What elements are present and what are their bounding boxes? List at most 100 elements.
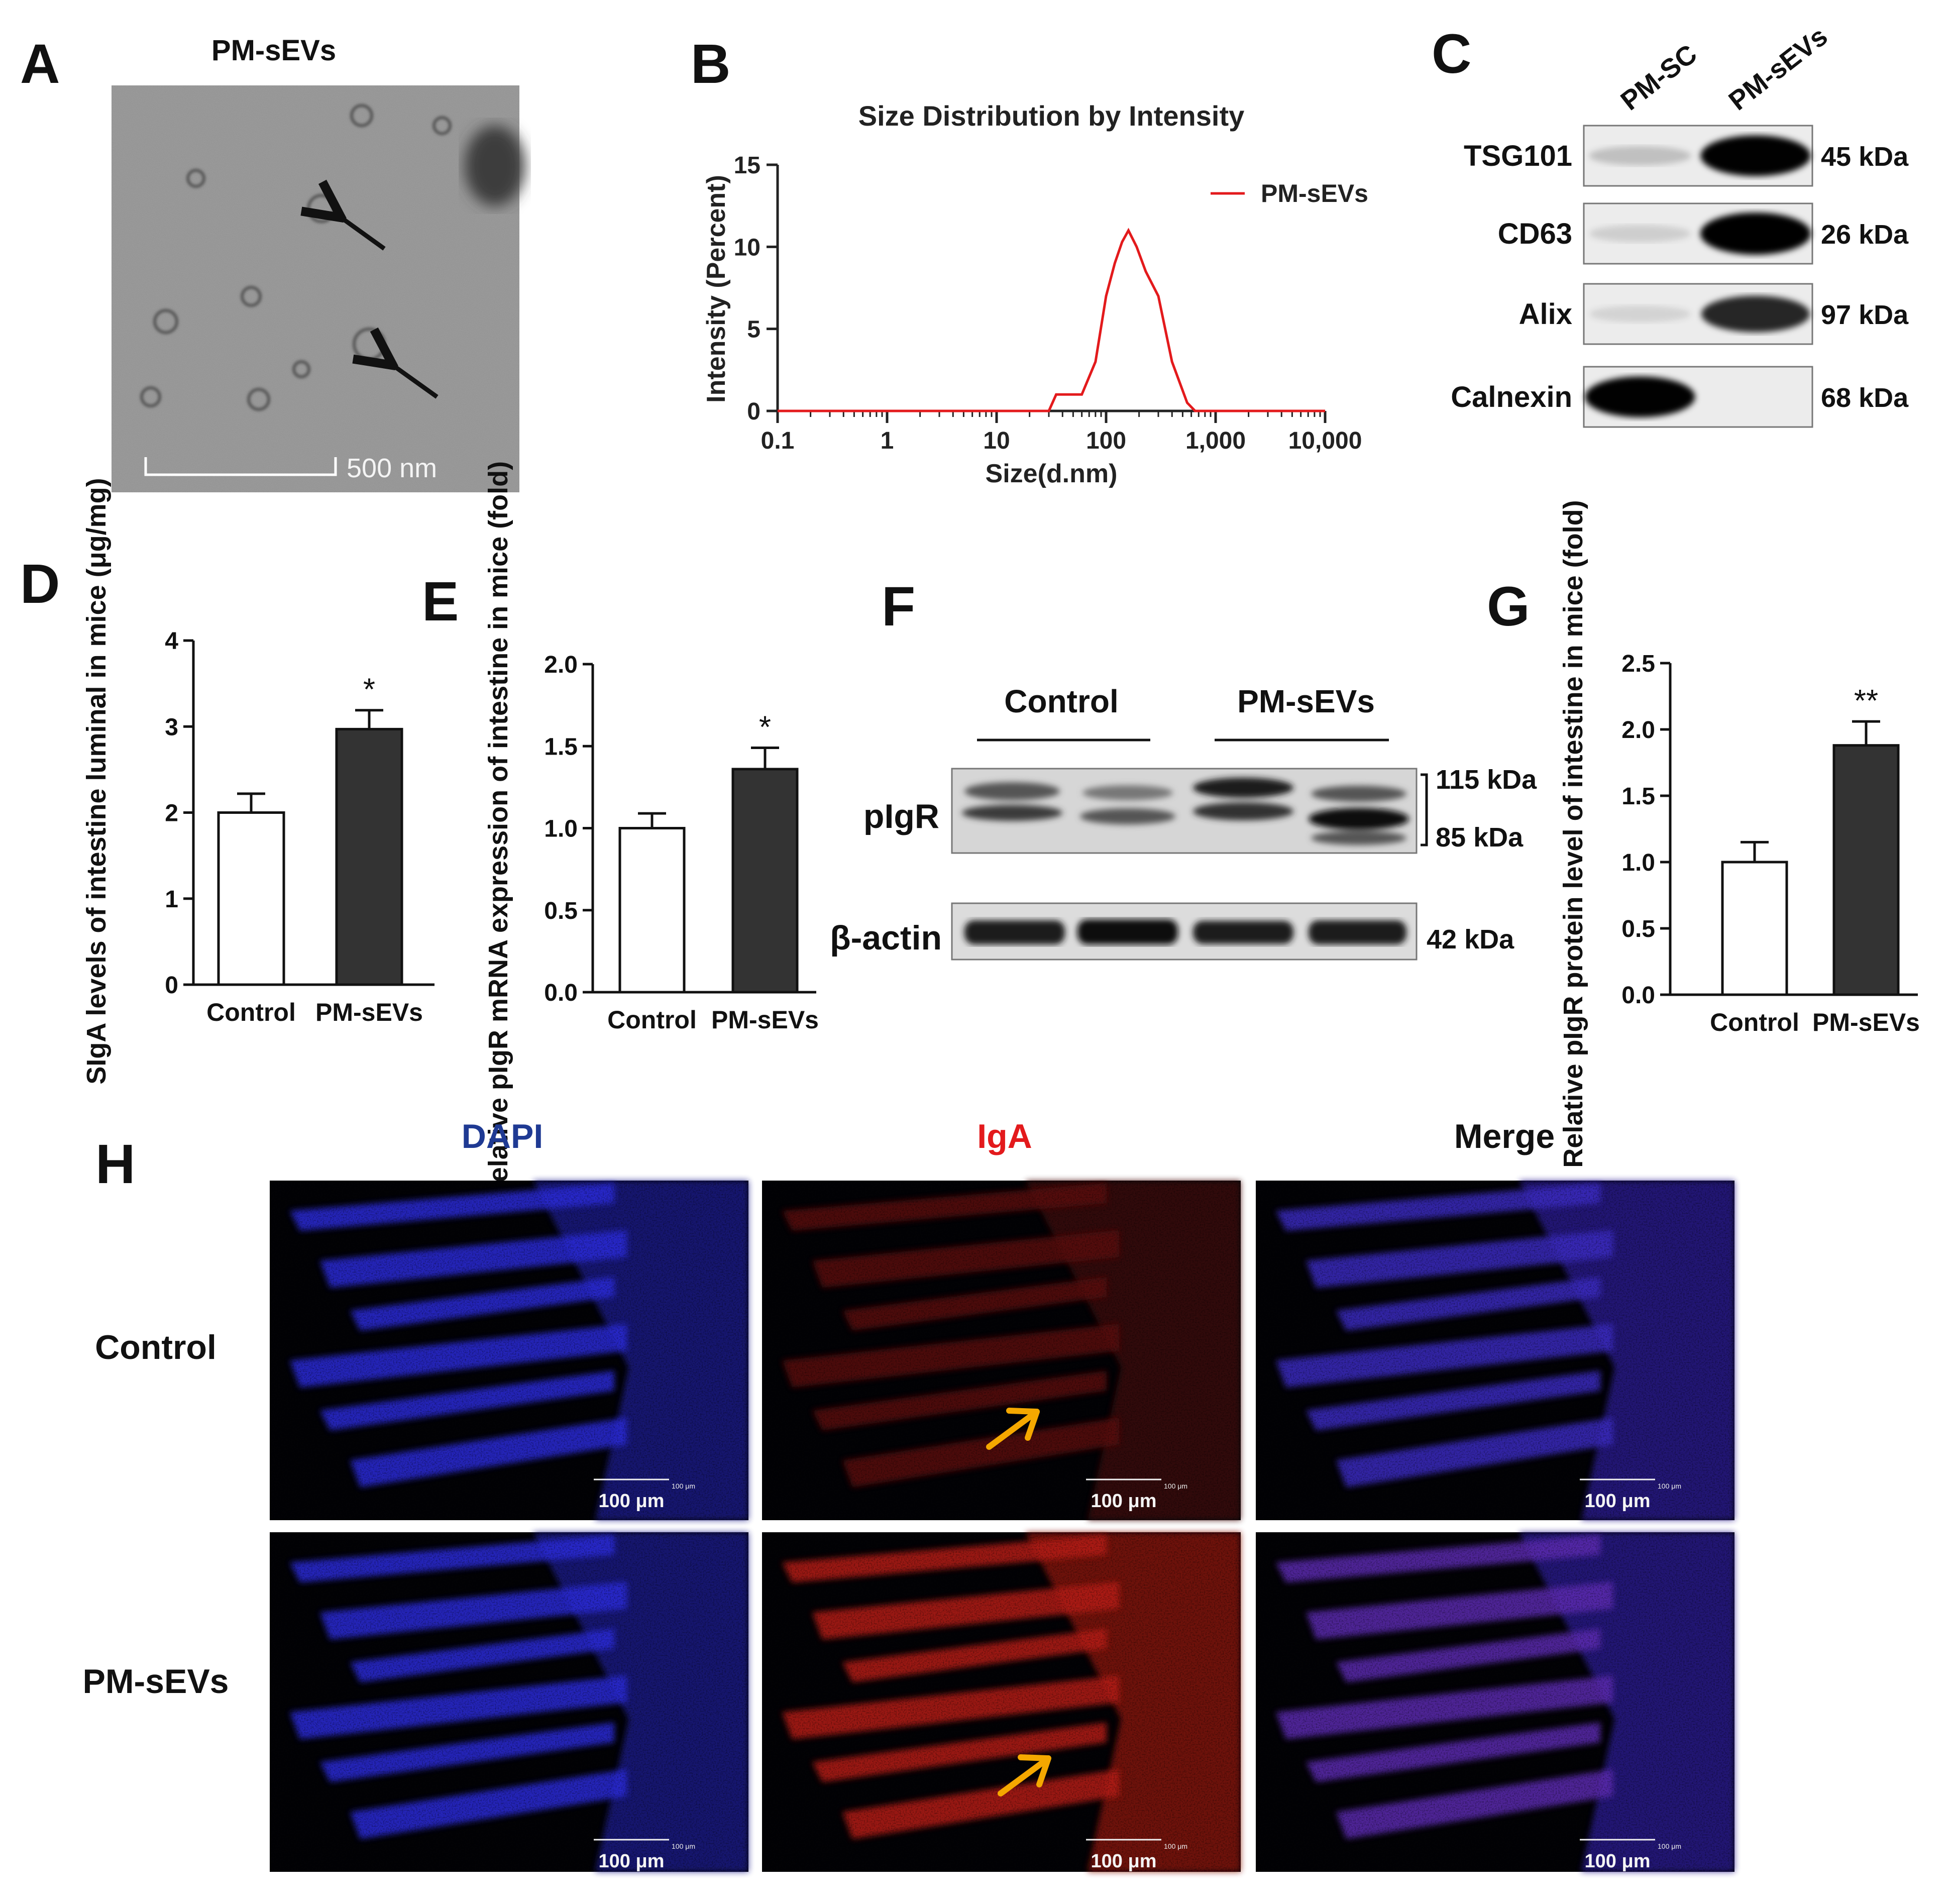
blot-c-kda-label: 26 kDa [1821,220,1909,250]
pigr-band [1080,808,1175,824]
chart-e-bar [618,827,686,994]
chart-e-ytick-label: 2.0 [544,652,578,678]
pigr-band [964,782,1060,800]
blot-f-row-label-actin: β-actin [830,919,942,957]
fluor-scale-small-label: 100 μm [1164,1482,1187,1490]
panel-a: PM-sEVs 500 nm [112,34,525,492]
chart-e-ytick-label: 0.5 [544,898,578,924]
fluor-scale-label: 100 μm [599,1851,665,1872]
chart-g-category-label: PM-sEVs [1812,1008,1920,1036]
actin-band [964,920,1065,944]
chart-b-xtick-label: 0.1 [761,428,795,454]
panel-c: PM-SC PM-sEVs TSG101 45 kDa CD63 26 kDa Alix… [1451,21,1909,428]
chart-d-category-label: PM-sEVs [315,998,423,1026]
blot-f-kda-42: 42 kDa [1427,924,1514,955]
tem-scale-bar [144,457,337,476]
chart-g-ytick-label: 2.0 [1621,717,1655,744]
fluor-image-control-iga: 100 μm 100 μm [762,1181,1241,1520]
chart-g-bar [1832,744,1900,996]
chart-b-xtick-label: 10 [983,428,1010,454]
tem-vesicle [140,386,161,407]
fluor-arrow-head [1006,1408,1040,1441]
pigr-band [1193,802,1293,820]
chart-e-ytick-label: 1.5 [544,733,578,760]
fluor-scale-label: 100 μm [1091,1491,1157,1512]
chart-d-significance: * [363,673,375,707]
fluor-scale-label: 100 μm [1091,1851,1157,1872]
fluor-texture [270,1532,748,1872]
panel-letter-e: E [422,571,459,632]
chart-b-ytick-label: 10 [734,234,761,261]
panel-f: Control PM-sEVs pIgR β-actin 115 kDa 85 … [830,683,1537,961]
chart-b-ytick-label: 5 [747,316,761,343]
chart-d-ytick-label: 4 [165,628,178,655]
blot-c-kda-label: 97 kDa [1821,300,1909,330]
tem-vesicle [241,286,262,307]
actin-band [1077,919,1178,944]
panel-g-chart: Relative pIgR protein level of intestine… [1558,500,1920,1168]
chart-e-category-label: Control [607,1006,697,1034]
actin-band [1193,921,1293,944]
blot-c-row-label: Alix [1519,298,1572,331]
tem-vesicle [292,360,310,378]
blot-c-lane-label-1: PM-SC [1615,39,1702,116]
fluor-row-label-pmsevs: PM-sEVs [83,1662,229,1701]
pigr-band [1082,785,1173,800]
chart-g-bar [1721,861,1788,996]
chart-d-ylabel: SIgA levels of intestine luminal in mice… [81,478,112,1084]
blot-f-bracket [1421,773,1428,847]
panel-a-title: PM-sEVs [211,34,336,67]
panel-letter-a: A [20,33,60,95]
panel-d-chart: SIgA levels of intestine luminal in mice… [81,478,435,1085]
chart-d-bar [335,727,403,986]
fluor-row-label-control: Control [95,1328,216,1366]
fluor-texture [762,1532,1241,1872]
blot-f-actin-bands [964,919,1406,944]
blot-c-band [1701,295,1810,333]
chart-d-ytick-label: 3 [165,714,178,741]
chart-b-title: Size Distribution by Intensity [858,100,1245,132]
actin-band [1309,920,1406,944]
fluor-scale-small-label: 100 μm [672,1482,695,1490]
chart-e-ylabel: Relative pIgR mRNA expression of intesti… [483,461,513,1202]
fluor-column-label-iga: IgA [977,1117,1032,1155]
blot-c-kda-label: 68 kDa [1821,383,1909,413]
fluor-scale-small-label: 100 μm [1658,1482,1681,1490]
blot-c-lane-label-2: PM-sEVs [1723,21,1833,117]
fluor-arrow-shaft [986,1409,1040,1450]
fluor-column-label-merge: Merge [1454,1117,1555,1155]
panel-letter-b: B [691,33,730,95]
fluor-scale-small-label: 100 μm [1164,1842,1187,1850]
tem-dark-region [465,126,525,206]
blot-f-row-label-pigr: pIgR [863,797,939,835]
panel-letter-g: G [1487,576,1530,638]
pigr-band [1311,831,1406,845]
tem-arrow-1 [338,215,386,251]
chart-g-ytick-label: 0.0 [1621,982,1655,1009]
tem-vesicle [432,116,452,135]
blot-c-row-label: Calnexin [1451,381,1572,413]
panel-letter-c: C [1432,23,1471,85]
blot-f-kda-85: 85 kDa [1436,822,1524,853]
chart-b-ytick-label: 0 [747,398,761,425]
chart-g-ytick-label: 1.0 [1621,850,1655,876]
chart-b-xlabel: Size(d.nm) [986,459,1118,488]
chart-g-ytick-label: 1.5 [1621,783,1655,810]
chart-b-xtick-label: 1 [881,428,894,454]
tem-vesicle [350,104,373,127]
blot-c-kda-label: 45 kDa [1821,142,1909,172]
blot-f-pigr-bands [962,778,1409,845]
chart-d-ytick-label: 0 [165,972,178,999]
fluor-arrow [998,1754,1051,1796]
blot-c-band [1585,376,1695,417]
fluor-scale-label: 100 μm [599,1491,665,1512]
fluor-image-control-merge: 100 μm 100 μm [1256,1181,1734,1520]
chart-b-ylabel: Intensity (Percent) [702,175,731,403]
chart-g-ytick-label: 0.5 [1621,916,1655,942]
chart-d-bar [217,811,285,986]
blot-c-row-label: CD63 [1498,218,1572,250]
panel-e-chart: Relative pIgR mRNA expression of intesti… [483,461,819,1202]
panel-b-chart: Size Distribution by Intensity Intensity… [702,100,1368,488]
tem-vesicle [153,309,178,334]
